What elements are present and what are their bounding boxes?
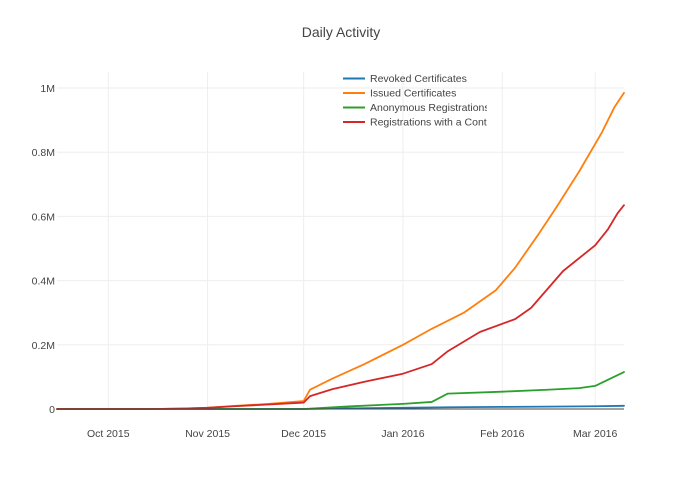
series-line[interactable] bbox=[56, 91, 625, 410]
x-tick-label: Feb 2016 bbox=[480, 428, 525, 440]
y-tick-label: 0.8M bbox=[32, 147, 55, 159]
tick-labels: Oct 2015 Nov 2015 Dec 2015 Jan 2016 Feb 2016… bbox=[32, 83, 618, 440]
x-tick-label: Mar 2016 bbox=[573, 428, 618, 440]
x-tick-label: Nov 2015 bbox=[185, 428, 230, 440]
legend[interactable]: Revoked Certificates Issued Certificates A… bbox=[343, 73, 501, 129]
legend-label: Anonymous Registrations bbox=[370, 102, 490, 114]
legend-item[interactable]: Anonymous Registrations bbox=[343, 102, 490, 114]
series-line[interactable] bbox=[56, 371, 625, 410]
y-tick-label: 0 bbox=[49, 404, 55, 416]
legend-label: Issued Certificates bbox=[370, 88, 456, 100]
y-tick-label: 0.4M bbox=[32, 276, 55, 288]
legend-label: Registrations with a Contact bbox=[370, 117, 501, 129]
series-line[interactable] bbox=[56, 204, 625, 410]
chart-title: Daily Activity bbox=[302, 24, 381, 40]
legend-label: Revoked Certificates bbox=[370, 73, 467, 85]
series-layer bbox=[56, 91, 625, 410]
x-tick-label: Dec 2015 bbox=[281, 428, 326, 440]
y-tick-label: 1M bbox=[40, 83, 55, 95]
x-tick-label: Oct 2015 bbox=[87, 428, 130, 440]
legend-item[interactable]: Registrations with a Contact bbox=[343, 117, 501, 129]
x-tick-label: Jan 2016 bbox=[381, 428, 424, 440]
grid bbox=[57, 72, 624, 409]
y-tick-label: 0.6M bbox=[32, 211, 55, 223]
legend-item[interactable]: Issued Certificates bbox=[343, 88, 456, 100]
y-tick-label: 0.2M bbox=[32, 340, 55, 352]
legend-item[interactable]: Revoked Certificates bbox=[343, 73, 467, 85]
